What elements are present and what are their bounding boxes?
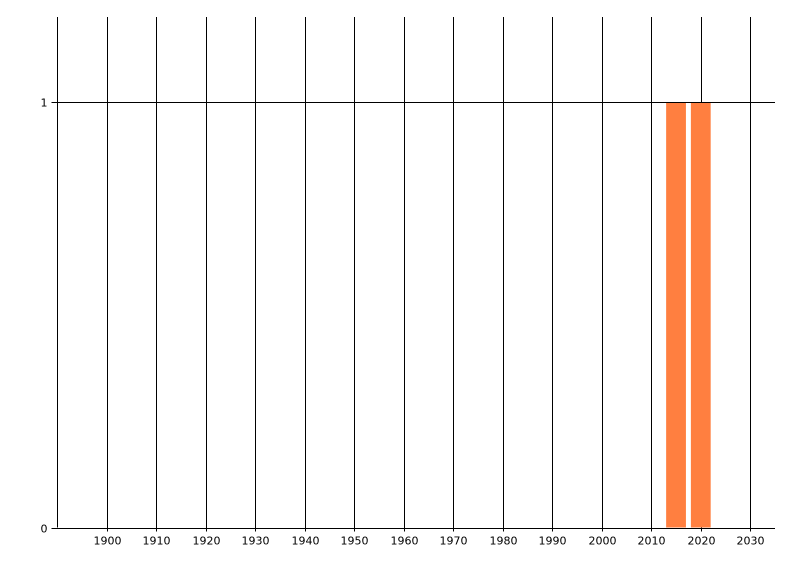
x-tick-label: 1940 bbox=[292, 535, 320, 548]
bar bbox=[690, 102, 711, 528]
x-tick-label: 1930 bbox=[242, 535, 270, 548]
x-tick-label: 1960 bbox=[391, 535, 419, 548]
bar bbox=[666, 102, 686, 528]
y-tick-label: 1 bbox=[41, 97, 48, 110]
x-tick-label: 1990 bbox=[539, 535, 567, 548]
x-tick-label: 1970 bbox=[440, 535, 468, 548]
x-tick-label: 1950 bbox=[341, 535, 369, 548]
x-tick-label: 2010 bbox=[638, 535, 666, 548]
x-tick-label: 2020 bbox=[688, 535, 716, 548]
x-tick-label: 2030 bbox=[737, 535, 765, 548]
x-tick-label: 2000 bbox=[589, 535, 617, 548]
y-tick-label: 0 bbox=[41, 523, 48, 536]
x-tick-label: 1920 bbox=[193, 535, 221, 548]
x-tick-label: 1900 bbox=[94, 535, 122, 548]
x-tick-label: 1910 bbox=[143, 535, 171, 548]
x-tick-label: 1980 bbox=[490, 535, 518, 548]
